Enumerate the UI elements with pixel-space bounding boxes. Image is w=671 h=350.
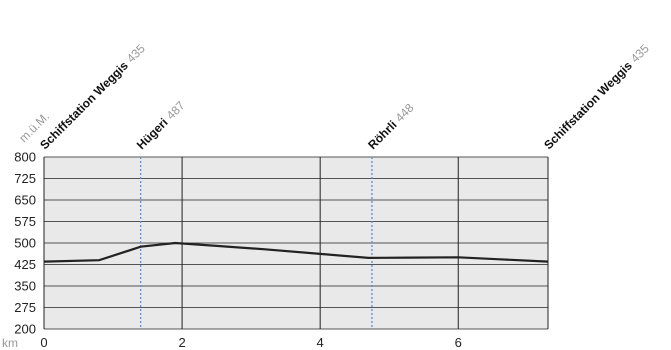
x-tick-label: 2 <box>178 335 185 350</box>
x-tick-label: 4 <box>317 335 324 350</box>
y-tick-label: 350 <box>14 279 36 294</box>
waypoint-label: Schiffstation Weggis435 <box>541 41 652 152</box>
y-axis-tick-labels: 200 275 350 425 500 575 650 725 800 <box>14 150 36 337</box>
x-axis-tick-labels: 0 2 4 6 <box>40 335 461 350</box>
y-tick-label: 725 <box>14 171 36 186</box>
waypoint-name: Schiffstation Weggis <box>37 58 131 152</box>
y-tick-label: 800 <box>14 150 36 165</box>
y-tick-label: 650 <box>14 193 36 208</box>
waypoint-labels: Schiffstation Weggis435Hügeri487Röhrli44… <box>37 41 652 152</box>
waypoint-elevation: 435 <box>124 41 148 65</box>
x-tick-label: 6 <box>455 335 462 350</box>
y-tick-label: 200 <box>14 322 36 337</box>
y-tick-label: 275 <box>14 300 36 315</box>
waypoint-name: Hügeri <box>134 115 171 152</box>
waypoint-name: Schiffstation Weggis <box>541 58 635 152</box>
x-axis-unit-label: km <box>2 336 18 350</box>
y-tick-label: 575 <box>14 214 36 229</box>
waypoint-elevation: 448 <box>393 100 417 124</box>
y-tick-label: 500 <box>14 236 36 251</box>
waypoint-label: Hügeri487 <box>134 98 188 152</box>
waypoint-label: Röhrli448 <box>365 100 417 152</box>
waypoint-elevation: 487 <box>164 98 188 122</box>
y-tick-label: 425 <box>14 257 36 272</box>
x-tick-label: 0 <box>40 335 47 350</box>
waypoint-name: Röhrli <box>365 118 399 152</box>
waypoint-label: Schiffstation Weggis435 <box>37 41 148 152</box>
waypoint-elevation: 435 <box>628 41 652 65</box>
